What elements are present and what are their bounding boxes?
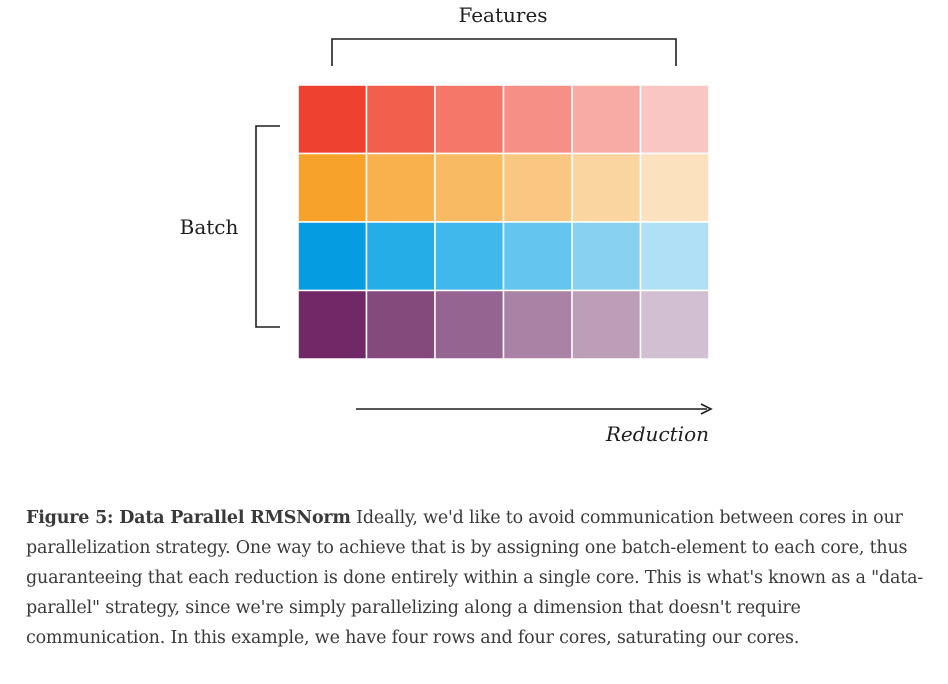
grid-cell-r4-c1 [297,289,368,360]
caption-title: Figure 5: Data Parallel RMSNorm [26,508,351,528]
grid-cell-r4-c3 [434,289,505,360]
grid-cell-r2-c1 [297,152,368,223]
grid-cell-r1-c4 [502,84,573,155]
figure-caption: Figure 5: Data Parallel RMSNorm Ideally,… [26,503,942,653]
grid-cell-r1-c3 [434,84,505,155]
tensor-grid [297,84,710,360]
grid-cell-r1-c1 [297,84,368,155]
batch-label: Batch [180,215,239,239]
caption-text: Ideally, we'd like to avoid communicatio… [26,508,924,648]
reduction-label: Reduction [605,422,709,446]
grid-cell-r3-c2 [365,221,436,292]
grid-cell-r1-c6 [639,84,710,155]
grid-cell-r2-c4 [502,152,573,223]
grid-cell-r3-c4 [502,221,573,292]
grid-cell-r4-c5 [571,289,642,360]
grid-cell-r3-c6 [639,221,710,292]
grid-cell-r2-c6 [639,152,710,223]
grid-cell-r3-c1 [297,221,368,292]
grid-cell-r1-c2 [365,84,436,155]
grid-cell-r2-c3 [434,152,505,223]
batch-bracket [255,125,280,328]
rmsnorm-diagram: Features Batch Reduction [180,3,713,446]
reduction-arrow-head-icon [700,403,713,415]
grid-cell-r2-c5 [571,152,642,223]
grid-cell-r3-c5 [571,221,642,292]
grid-cell-r1-c5 [571,84,642,155]
grid-cell-r2-c2 [365,152,436,223]
features-label: Features [458,3,547,27]
features-bracket [331,38,677,66]
grid-cell-r3-c3 [434,221,505,292]
grid-cell-r4-c2 [365,289,436,360]
grid-cell-r4-c6 [639,289,710,360]
grid-cell-r4-c4 [502,289,573,360]
